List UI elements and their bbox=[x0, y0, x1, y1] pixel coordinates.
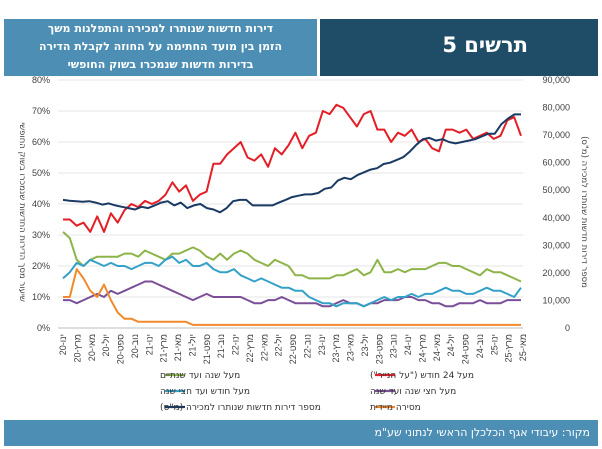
y-axis-left-label: שיעור מסך הדירות החדשות שנמכרו בשוק החופ… bbox=[17, 122, 27, 302]
y-right-tick-label: 10,000 bbox=[542, 295, 570, 305]
legend-label: מעל חודש ועד חצי שנה bbox=[160, 387, 250, 397]
x-tick-label: יול-21 bbox=[187, 334, 197, 356]
x-tick-label: יול-23 bbox=[360, 334, 370, 356]
y-right-tick-label: 80,000 bbox=[542, 103, 570, 113]
x-tick-label: מאי-25 bbox=[518, 334, 528, 361]
y-axis-right: 0 10,000 20,000 30,000 40,000 50,000 60,000 70,… bbox=[542, 75, 570, 333]
x-tick-label: מרץ-22 bbox=[245, 334, 255, 363]
x-tick-label: יול-22 bbox=[274, 334, 284, 356]
y-left-tick-label: 40% bbox=[32, 199, 50, 209]
x-tick-label: מאי-24 bbox=[432, 334, 442, 361]
x-axis: ינו-20 מרץ-20 מאי-20 יול-20 ספט-20 נוב-20 ינו-… bbox=[58, 334, 528, 364]
x-tick-label: מרץ-21 bbox=[159, 334, 169, 363]
x-tick-label: ספט-21 bbox=[202, 334, 212, 364]
x-tick-label: ספט-24 bbox=[461, 334, 471, 364]
x-tick-label: יול-20 bbox=[101, 334, 111, 356]
legend: מעל 24 חודש ("על הנייר") מעל שנה ועד שנתי… bbox=[160, 371, 474, 413]
series-line-3 bbox=[62, 255, 522, 308]
x-tick-label: מרץ-24 bbox=[417, 334, 427, 363]
x-tick-label: ינו-24 bbox=[403, 334, 413, 355]
x-tick-label: מרץ-25 bbox=[504, 334, 514, 363]
y-left-tick-label: 30% bbox=[32, 230, 50, 240]
y-right-tick-label: 30,000 bbox=[542, 240, 570, 250]
y-right-tick-label: 0 bbox=[565, 323, 570, 333]
x-tick-label: ספט-22 bbox=[288, 334, 298, 364]
x-tick-label: מאי-23 bbox=[346, 334, 356, 361]
x-tick-label: נוב-21 bbox=[216, 334, 226, 358]
gridlines bbox=[58, 79, 523, 329]
y-axis-left: 0% 10% 20% 30% 40% 50% 60% 70% 80% bbox=[32, 75, 50, 333]
x-tick-label: ספט-23 bbox=[374, 334, 384, 364]
source-text: מקור: עיבודי אגף הכלכלן הראשי לנתוני שע"… bbox=[374, 426, 590, 439]
chart-title-line-2: הזמן בין מועד החתימה על החוזה לקבלת הדיר… bbox=[38, 40, 283, 53]
series-line-0 bbox=[63, 103, 522, 233]
y-left-tick-label: 20% bbox=[32, 261, 50, 271]
x-tick-label: נוב-24 bbox=[475, 334, 485, 358]
x-tick-label: מאי-21 bbox=[173, 334, 183, 361]
figure-label-box: תרשים 5 bbox=[320, 19, 598, 76]
chart-title-line-3: בדירות חדשות שנמכרו בשוק החופשי bbox=[67, 58, 254, 71]
y-left-tick-label: 80% bbox=[32, 75, 50, 85]
x-tick-label: ינו-23 bbox=[317, 334, 327, 355]
y-right-tick-label: 70,000 bbox=[542, 130, 570, 140]
y-left-tick-label: 10% bbox=[32, 292, 50, 302]
series-line-2 bbox=[63, 280, 521, 308]
legend-label: מעל חצי שנה ועד שנה bbox=[370, 387, 456, 397]
x-tick-label: ינו-25 bbox=[489, 334, 499, 355]
chart-title-box: דירות חדשות שנותרו למכירה והתפלגות משך ה… bbox=[4, 19, 317, 76]
legend-label: מעל שנה ועד שנתיים bbox=[160, 371, 240, 381]
legend-label: מספר דירות חדשות שנותרו למכירה (מ"ס) bbox=[160, 403, 321, 413]
chart-title-line-1: דירות חדשות שנותרו למכירה והתפלגות משך bbox=[47, 22, 274, 35]
source-footer: מקור: עיבודי אגף הכלכלן הראשי לנתוני שע"… bbox=[4, 420, 598, 446]
x-tick-label: ינו-22 bbox=[231, 334, 241, 355]
y-right-tick-label: 20,000 bbox=[542, 268, 570, 278]
y-right-tick-label: 40,000 bbox=[542, 213, 570, 223]
y-left-tick-label: 70% bbox=[32, 106, 50, 116]
x-tick-label: מאי-22 bbox=[259, 334, 269, 361]
series-line-1 bbox=[62, 231, 522, 283]
series-lines bbox=[62, 103, 522, 326]
x-tick-label: מאי-20 bbox=[87, 334, 97, 361]
legend-label: מסירה מיידית bbox=[370, 403, 421, 413]
x-tick-label: נוב-23 bbox=[389, 334, 399, 358]
x-tick-label: נוב-20 bbox=[130, 334, 140, 358]
y-left-tick-label: 0% bbox=[37, 323, 50, 333]
series-line-5 bbox=[62, 113, 521, 214]
x-tick-label: מרץ-23 bbox=[331, 334, 341, 363]
y-right-tick-label: 90,000 bbox=[542, 75, 570, 85]
series-line-4 bbox=[63, 268, 521, 326]
y-right-tick-label: 50,000 bbox=[542, 185, 570, 195]
x-tick-label: ינו-20 bbox=[58, 334, 68, 355]
x-tick-label: נוב-22 bbox=[302, 334, 312, 358]
figure-label: תרשים 5 bbox=[442, 33, 528, 57]
y-left-tick-label: 50% bbox=[32, 168, 50, 178]
y-right-tick-label: 60,000 bbox=[542, 158, 570, 168]
x-tick-label: ינו-21 bbox=[144, 334, 154, 355]
x-tick-label: ספט-20 bbox=[116, 334, 126, 364]
legend-label: מעל 24 חודש ("על הנייר") bbox=[370, 371, 474, 381]
x-tick-label: מרץ-20 bbox=[72, 334, 82, 363]
y-left-tick-label: 60% bbox=[32, 137, 50, 147]
x-tick-label: יול-24 bbox=[446, 334, 456, 356]
y-axis-right-label: מספר דירות חדשות שנותרו למכירה (מ"ס) bbox=[579, 136, 589, 288]
